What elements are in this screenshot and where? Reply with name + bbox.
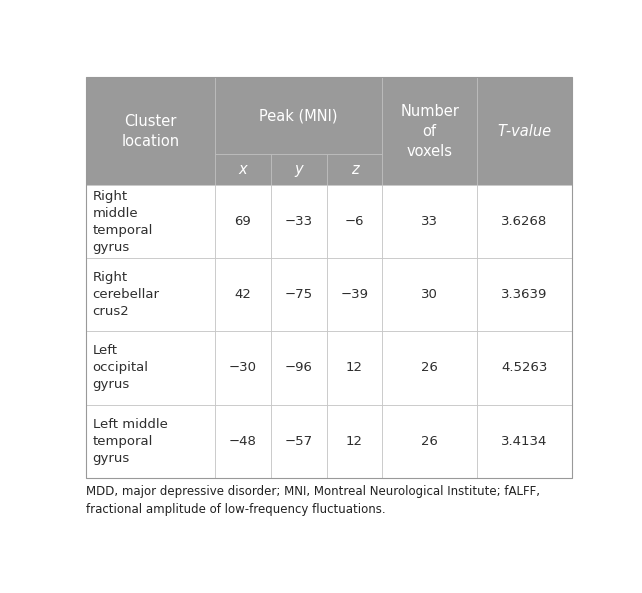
Text: Left
occipital
gyrus: Left occipital gyrus <box>92 345 149 391</box>
FancyBboxPatch shape <box>271 185 327 259</box>
FancyBboxPatch shape <box>215 154 271 185</box>
Text: 12: 12 <box>346 435 363 448</box>
Text: Right
middle
temporal
gyrus: Right middle temporal gyrus <box>92 190 153 254</box>
FancyBboxPatch shape <box>383 77 477 185</box>
Text: 33: 33 <box>421 215 438 228</box>
FancyBboxPatch shape <box>327 259 383 331</box>
Text: 26: 26 <box>421 435 438 448</box>
Text: 26: 26 <box>421 362 438 375</box>
FancyBboxPatch shape <box>87 331 215 404</box>
Text: −75: −75 <box>284 288 313 301</box>
Text: 3.3639: 3.3639 <box>501 288 548 301</box>
FancyBboxPatch shape <box>87 404 215 478</box>
FancyBboxPatch shape <box>215 77 383 154</box>
FancyBboxPatch shape <box>327 185 383 259</box>
FancyBboxPatch shape <box>383 331 477 404</box>
Text: Left middle
temporal
gyrus: Left middle temporal gyrus <box>92 417 168 465</box>
Text: −6: −6 <box>345 215 364 228</box>
Text: MDD, major depressive disorder; MNI, Montreal Neurological Institute; fALFF,
fra: MDD, major depressive disorder; MNI, Mon… <box>87 486 541 517</box>
FancyBboxPatch shape <box>383 185 477 259</box>
FancyBboxPatch shape <box>327 331 383 404</box>
FancyBboxPatch shape <box>215 259 271 331</box>
FancyBboxPatch shape <box>477 259 571 331</box>
Text: 4.5263: 4.5263 <box>501 362 548 375</box>
Text: 42: 42 <box>234 288 252 301</box>
FancyBboxPatch shape <box>215 331 271 404</box>
FancyBboxPatch shape <box>477 331 571 404</box>
Text: −39: −39 <box>340 288 369 301</box>
Text: Cluster
location: Cluster location <box>122 114 180 149</box>
Text: −33: −33 <box>284 215 313 228</box>
FancyBboxPatch shape <box>87 259 215 331</box>
Text: −57: −57 <box>284 435 313 448</box>
Text: y: y <box>295 162 303 177</box>
Text: T‑value: T‑value <box>498 124 551 139</box>
Text: −30: −30 <box>229 362 257 375</box>
FancyBboxPatch shape <box>87 185 215 259</box>
FancyBboxPatch shape <box>383 404 477 478</box>
Text: z: z <box>351 162 358 177</box>
FancyBboxPatch shape <box>215 404 271 478</box>
FancyBboxPatch shape <box>271 331 327 404</box>
FancyBboxPatch shape <box>271 154 327 185</box>
Text: 12: 12 <box>346 362 363 375</box>
FancyBboxPatch shape <box>327 154 383 185</box>
Text: 69: 69 <box>234 215 251 228</box>
FancyBboxPatch shape <box>215 185 271 259</box>
Text: −48: −48 <box>229 435 257 448</box>
FancyBboxPatch shape <box>327 404 383 478</box>
Text: 30: 30 <box>421 288 438 301</box>
FancyBboxPatch shape <box>383 259 477 331</box>
FancyBboxPatch shape <box>271 404 327 478</box>
Text: 3.6268: 3.6268 <box>501 215 548 228</box>
Text: Peak (MNI): Peak (MNI) <box>259 109 338 123</box>
Text: Right
cerebellar
crus2: Right cerebellar crus2 <box>92 272 160 318</box>
FancyBboxPatch shape <box>477 404 571 478</box>
Text: x: x <box>239 162 247 177</box>
Text: −96: −96 <box>285 362 313 375</box>
FancyBboxPatch shape <box>87 77 215 185</box>
FancyBboxPatch shape <box>271 259 327 331</box>
FancyBboxPatch shape <box>477 185 571 259</box>
FancyBboxPatch shape <box>477 77 571 185</box>
Text: Number
of
voxels: Number of voxels <box>400 104 459 158</box>
Text: 3.4134: 3.4134 <box>501 435 548 448</box>
